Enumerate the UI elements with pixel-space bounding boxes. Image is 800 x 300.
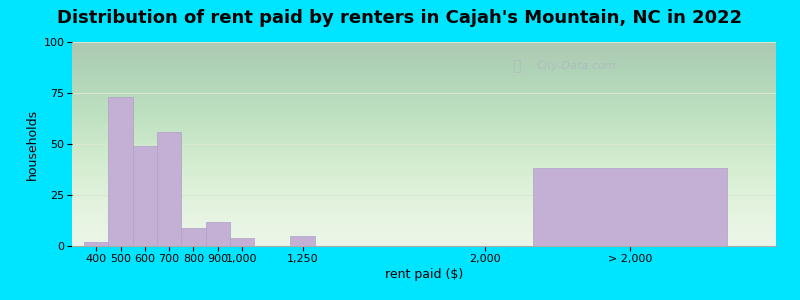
Text: Distribution of rent paid by renters in Cajah's Mountain, NC in 2022: Distribution of rent paid by renters in … — [58, 9, 742, 27]
Bar — [230, 238, 254, 246]
Bar — [206, 221, 230, 246]
Text: City-Data.com: City-Data.com — [537, 61, 616, 71]
Bar — [290, 236, 314, 246]
Bar — [157, 132, 182, 246]
X-axis label: rent paid ($): rent paid ($) — [385, 268, 463, 281]
Bar — [534, 169, 727, 246]
Bar — [133, 146, 157, 246]
Bar — [84, 242, 109, 246]
Y-axis label: households: households — [26, 108, 39, 180]
Text: Ⓢ: Ⓢ — [512, 59, 520, 74]
Bar — [182, 228, 206, 246]
Bar — [109, 97, 133, 246]
